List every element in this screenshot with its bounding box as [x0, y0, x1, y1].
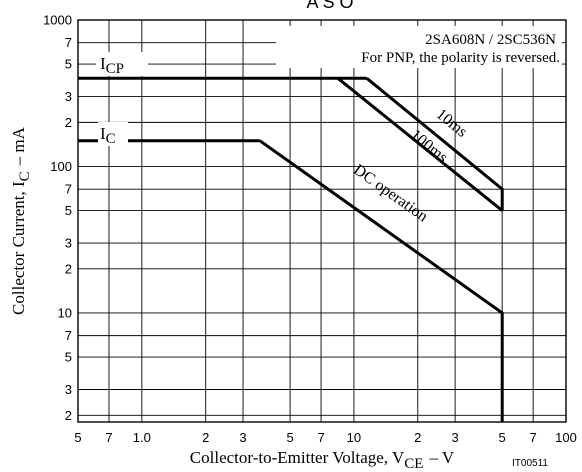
x-tick-label-2: 1.0 — [133, 430, 151, 445]
series-lines — [78, 76, 504, 422]
x-tick-label-4: 3 — [239, 430, 246, 445]
x-axis-label: Collector-to-Emitter Voltage, VCE – V — [190, 448, 455, 472]
y-tick-label-11: 3 — [65, 89, 72, 104]
y-tick-label-5: 2 — [65, 261, 72, 276]
y-tick-label-13: 7 — [65, 35, 72, 50]
y-tick-label-8: 7 — [65, 182, 72, 197]
chart-title: A S O — [306, 0, 353, 12]
curve-label-100ms: 100ms — [407, 126, 451, 166]
x-tick-label-1: 7 — [105, 430, 112, 445]
plot-frame — [77, 19, 567, 423]
series-line-dc-operation — [258, 139, 504, 422]
y-tick-label-9: 100 — [50, 159, 72, 174]
series-line-100ms — [336, 77, 504, 212]
grid-lines — [77, 19, 567, 422]
polarity-note: For PNP, the polarity is reversed. — [361, 50, 560, 66]
y-tick-label-3: 7 — [65, 328, 72, 343]
ic-label-background — [98, 122, 128, 146]
x-tick-label-5: 5 — [286, 430, 293, 445]
y-tick-label-12: 5 — [65, 57, 72, 72]
ic-label: IC — [100, 124, 116, 147]
figure-code: IT00511 — [512, 458, 548, 469]
y-tick-label-14: 1000 — [43, 13, 72, 28]
note-background — [276, 26, 562, 68]
x-tick-label-3: 2 — [202, 430, 209, 445]
x-tick-label-0: 5 — [74, 430, 81, 445]
y-tick-labels: 2 3 5 7 10 2 3 5 7 100 2 3 5 7 1000 — [43, 13, 72, 423]
x-tick-label-11: 7 — [530, 430, 537, 445]
icp-label-background — [96, 52, 148, 76]
x-tick-label-6: 7 — [317, 430, 324, 445]
x-tick-label-12: 100 — [555, 430, 577, 445]
y-tick-label-6: 3 — [65, 236, 72, 251]
part-numbers: 2SA608N / 2SC536N — [425, 32, 556, 48]
x-tick-labels: 5 7 1.0 2 3 5 7 10 2 3 5 7 100 — [74, 430, 576, 445]
y-tick-label-7: 5 — [65, 203, 72, 218]
y-tick-label-4: 10 — [58, 305, 72, 320]
x-tick-label-9: 3 — [451, 430, 458, 445]
y-tick-label-0: 2 — [65, 408, 72, 423]
y-axis-label: Collector Current, IC– mA — [9, 126, 33, 315]
x-tick-label-8: 2 — [414, 430, 421, 445]
icp-label: ICP — [100, 54, 124, 77]
x-tick-label-7: 10 — [347, 430, 361, 445]
curve-label-dc-operation: DC operation — [350, 161, 430, 225]
x-tick-label-10: 5 — [499, 430, 506, 445]
y-tick-label-1: 3 — [65, 382, 72, 397]
y-tick-label-10: 2 — [65, 115, 72, 130]
series-line-10ms — [365, 77, 504, 211]
y-tick-label-2: 5 — [65, 350, 72, 365]
